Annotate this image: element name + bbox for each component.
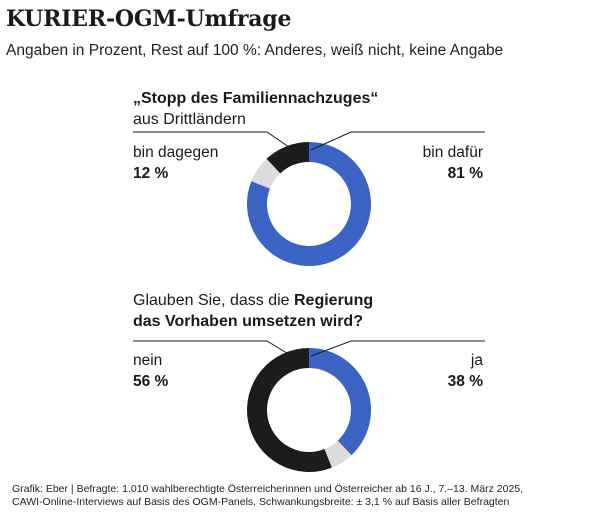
label-nein: nein 56 % [133, 350, 168, 392]
footer-source: Grafik: Eber | Befragte: 1.010 wahlberec… [12, 483, 612, 509]
label-ja-value: 38 % [447, 373, 483, 390]
label-bin-dafuer-text: bin dafür [422, 144, 483, 161]
label-bin-dafuer-value: 81 % [447, 165, 483, 182]
question-2-title-line2: das Vorhaben umsetzen wird? [133, 313, 363, 330]
footer-line-2: CAWI-Online-Interviews auf Basis des OGM… [12, 496, 510, 508]
label-bin-dagegen: bin dagegen 12 % [133, 142, 218, 184]
donut2-slice-2 [247, 348, 332, 472]
donut2-slice-0 [309, 348, 371, 456]
footer-line-1: Grafik: Eber | Befragte: 1.010 wahlberec… [12, 483, 524, 495]
label-nein-text: nein [133, 352, 163, 369]
question-2-title-b: Regierung [294, 292, 374, 309]
question-1: „Stopp des Familiennachzuges“ aus Drittl… [133, 88, 378, 130]
question-2-title-a: Glauben Sie, dass die [133, 292, 294, 309]
donut2-leader-right [310, 340, 485, 357]
donut2-leader-left [133, 340, 306, 365]
donut-chart-1 [133, 131, 485, 266]
label-ja-text: ja [470, 352, 483, 369]
label-bin-dagegen-value: 12 % [133, 165, 169, 182]
chart-subtitle: Angaben in Prozent, Rest auf 100 %: Ande… [6, 42, 504, 59]
label-bin-dafuer: bin dafür 81 % [423, 142, 483, 184]
donut1-leader-right [310, 131, 485, 151]
donut1-slice-0 [246, 142, 371, 266]
question-2: Glauben Sie, dass die Regierung das Vorh… [133, 290, 373, 332]
chart-title: KURIER-OGM-Umfrage [6, 6, 292, 32]
donut1-leader-left [133, 131, 306, 159]
donut1-slice-2 [266, 142, 309, 174]
donut2-slice-1 [324, 440, 352, 468]
label-bin-dagegen-text: bin dagegen [133, 144, 219, 161]
question-1-title: „Stopp des Familiennachzuges“ [133, 90, 379, 107]
label-nein-value: 56 % [133, 373, 169, 390]
donut1-slice-1 [251, 158, 281, 189]
donut-chart-2 [133, 340, 485, 472]
question-1-subtitle: aus Drittländern [133, 111, 246, 128]
label-ja: ja 38 % [448, 350, 483, 392]
